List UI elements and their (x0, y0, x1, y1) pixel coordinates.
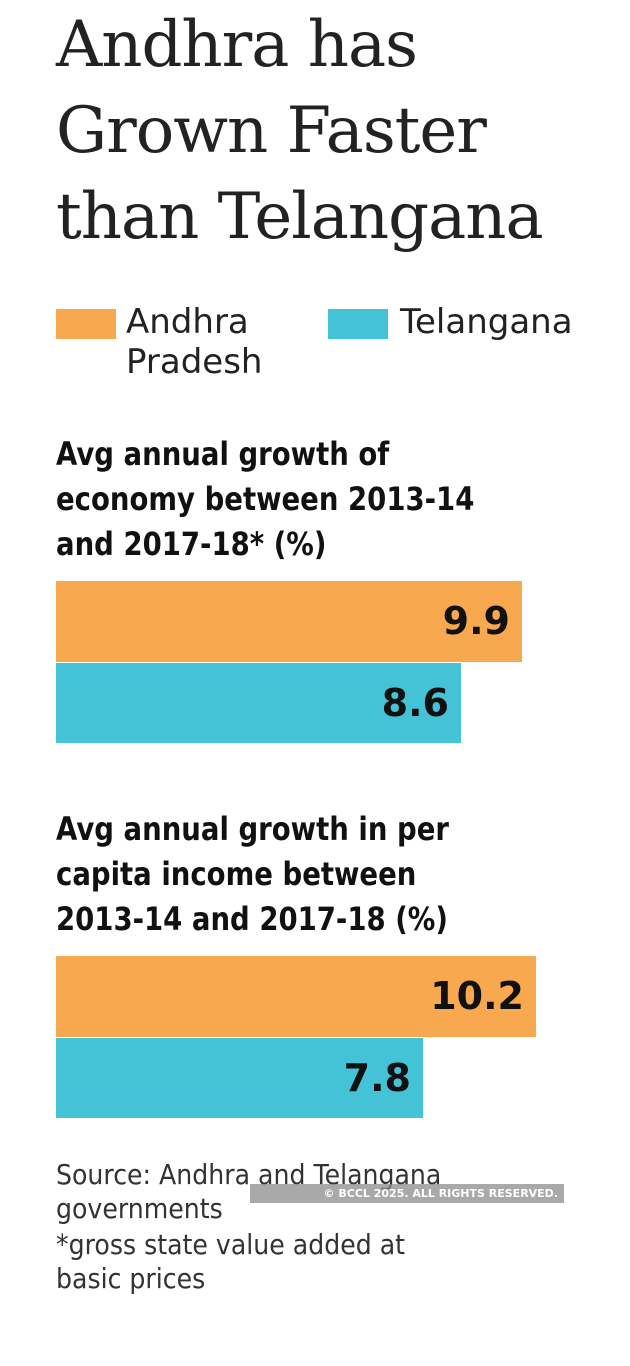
legend-label-telangana: Telangana (400, 302, 573, 342)
data-label: 9.9 (442, 599, 510, 643)
bar-telangana (56, 1038, 423, 1118)
bar-andhra (56, 581, 522, 662)
chart2-title: Avg annual growth in per capita income b… (56, 807, 449, 942)
footnote-line: *gross state value added at (56, 1228, 406, 1261)
footnote-line: basic prices (56, 1262, 206, 1295)
bar-telangana (56, 663, 461, 743)
bar-andhra (56, 956, 536, 1037)
data-label: 7.8 (343, 1056, 411, 1100)
legend-text: Pradesh (126, 342, 263, 382)
legend-swatch-andhra (56, 309, 116, 339)
footnote: *gross state value added at basic prices (56, 1228, 405, 1296)
subtitle-line: Avg annual growth of (56, 435, 390, 473)
title-line: than Telangana (56, 180, 544, 254)
chart1-title: Avg annual growth of economy between 201… (56, 432, 474, 567)
copyright-watermark: © BCCL 2025. ALL RIGHTS RESERVED. (250, 1184, 564, 1203)
subtitle-line: economy between 2013-14 (56, 480, 475, 518)
data-label: 10.2 (430, 974, 524, 1018)
chart-title: Andhra has Grown Faster than Telangana (56, 2, 544, 260)
subtitle-line: capita income between (56, 855, 417, 893)
subtitle-line: 2013-14 and 2017-18 (%) (56, 900, 448, 938)
legend-label-andhra: Andhra Pradesh (126, 302, 262, 382)
source-line: governments (56, 1192, 223, 1225)
title-line: Grown Faster (56, 94, 487, 168)
legend-swatch-telangana (328, 309, 388, 339)
legend-text: Andhra (126, 302, 249, 342)
data-label: 8.6 (381, 681, 449, 725)
subtitle-line: Avg annual growth in per (56, 810, 449, 848)
subtitle-line: and 2017-18* (%) (56, 525, 327, 563)
title-line: Andhra has (56, 8, 418, 82)
